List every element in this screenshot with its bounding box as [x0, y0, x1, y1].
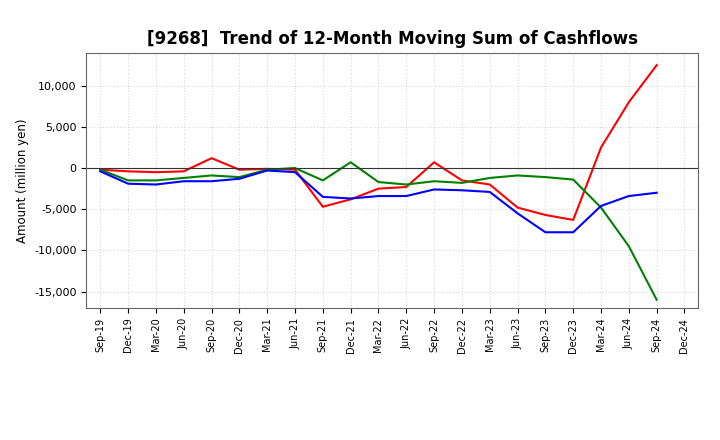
Free Cashflow [96, 169, 104, 174]
Free Cashflow [263, 168, 271, 173]
Free Cashflow [124, 181, 132, 186]
Operating Cashflow [235, 167, 243, 172]
Investing Cashflow [374, 180, 383, 185]
Operating Cashflow [374, 186, 383, 191]
Investing Cashflow [152, 178, 161, 183]
Free Cashflow [624, 194, 633, 199]
Operating Cashflow [597, 145, 606, 150]
Investing Cashflow [624, 244, 633, 249]
Free Cashflow [458, 187, 467, 193]
Free Cashflow [318, 194, 327, 199]
Operating Cashflow [430, 160, 438, 165]
Operating Cashflow [124, 169, 132, 174]
Operating Cashflow [541, 213, 550, 218]
Investing Cashflow [318, 178, 327, 183]
Free Cashflow [235, 176, 243, 181]
Investing Cashflow [402, 182, 410, 187]
Operating Cashflow [569, 217, 577, 223]
Operating Cashflow [346, 197, 355, 202]
Investing Cashflow [96, 167, 104, 172]
Line: Investing Cashflow: Investing Cashflow [100, 162, 657, 300]
Free Cashflow [152, 182, 161, 187]
Free Cashflow [652, 190, 661, 195]
Investing Cashflow [124, 178, 132, 183]
Title: [9268]  Trend of 12-Month Moving Sum of Cashflows: [9268] Trend of 12-Month Moving Sum of C… [147, 30, 638, 48]
Investing Cashflow [652, 297, 661, 302]
Operating Cashflow [513, 205, 522, 210]
Free Cashflow [513, 211, 522, 216]
Operating Cashflow [263, 166, 271, 172]
Free Cashflow [207, 179, 216, 184]
Operating Cashflow [318, 204, 327, 209]
Operating Cashflow [485, 182, 494, 187]
Line: Operating Cashflow: Operating Cashflow [100, 65, 657, 220]
Free Cashflow [430, 187, 438, 192]
Investing Cashflow [485, 175, 494, 180]
Investing Cashflow [291, 165, 300, 171]
Operating Cashflow [458, 178, 467, 183]
Investing Cashflow [541, 175, 550, 180]
Investing Cashflow [346, 160, 355, 165]
Operating Cashflow [152, 169, 161, 175]
Operating Cashflow [179, 169, 188, 174]
Investing Cashflow [235, 175, 243, 180]
Y-axis label: Amount (million yen): Amount (million yen) [16, 118, 29, 242]
Free Cashflow [597, 203, 606, 209]
Operating Cashflow [291, 167, 300, 172]
Investing Cashflow [179, 175, 188, 180]
Investing Cashflow [263, 167, 271, 172]
Operating Cashflow [652, 62, 661, 68]
Operating Cashflow [624, 99, 633, 105]
Operating Cashflow [96, 167, 104, 172]
Investing Cashflow [513, 173, 522, 178]
Operating Cashflow [402, 184, 410, 190]
Investing Cashflow [458, 180, 467, 186]
Free Cashflow [374, 194, 383, 199]
Free Cashflow [541, 230, 550, 235]
Investing Cashflow [597, 205, 606, 210]
Free Cashflow [485, 189, 494, 194]
Free Cashflow [569, 230, 577, 235]
Free Cashflow [402, 194, 410, 199]
Operating Cashflow [207, 155, 216, 161]
Free Cashflow [179, 179, 188, 184]
Line: Free Cashflow: Free Cashflow [100, 171, 657, 232]
Investing Cashflow [430, 179, 438, 184]
Free Cashflow [346, 196, 355, 201]
Free Cashflow [291, 169, 300, 175]
Investing Cashflow [207, 173, 216, 178]
Investing Cashflow [569, 177, 577, 182]
